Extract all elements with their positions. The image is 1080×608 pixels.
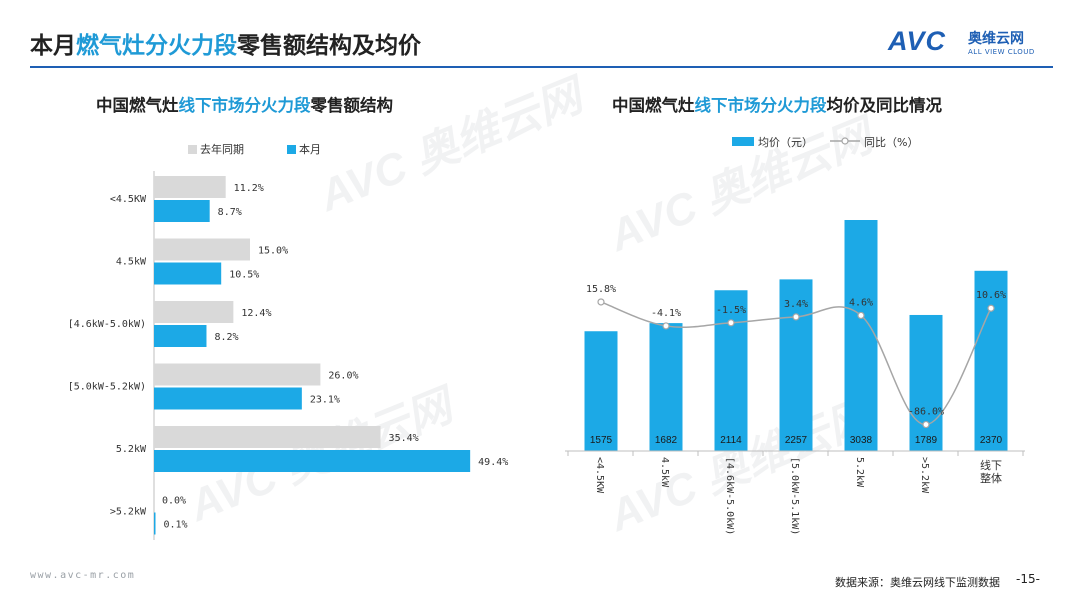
price-label: 3038 (850, 435, 873, 446)
price-label: 2257 (785, 435, 808, 446)
yoy-label: -1.5% (716, 305, 746, 316)
price-label: 1789 (915, 435, 938, 446)
data-label-last-year: 35.4% (389, 433, 419, 444)
legend-swatch-bar (732, 137, 754, 146)
price-bar (844, 220, 878, 451)
yoy-label: 10.6% (976, 290, 1006, 301)
logo-mark: AVC (888, 26, 947, 56)
yoy-marker (922, 420, 930, 429)
yoy-label: 15.8% (586, 284, 616, 295)
price-bar (779, 279, 813, 451)
chart1-title: 中国燃气灶线下市场分火力段零售额结构 (96, 96, 393, 115)
logo-en: ALL VIEW CLOUD (968, 48, 1035, 56)
price-label: 2114 (720, 435, 742, 446)
category-label: <4.5KW (594, 457, 605, 494)
bar-last-year (154, 176, 226, 198)
header-rule (30, 66, 1053, 68)
bar-last-year (154, 301, 234, 323)
bar-last-year (154, 363, 321, 386)
category-label: [5.0kW-5.2kW) (68, 382, 146, 393)
logo-cn: 奥维云网 (968, 31, 1024, 47)
category-label: 整体 (980, 471, 1002, 485)
footer-url: www.avc-mr.com (30, 570, 136, 581)
data-label-this-month: 10.5% (229, 270, 259, 281)
bar-this-month (154, 512, 156, 535)
yoy-label: 3.4% (784, 299, 808, 310)
data-label-this-month: 0.1% (164, 520, 188, 531)
page-title: 本月燃气灶分火力段零售额结构及均价 (30, 33, 421, 59)
data-label-last-year: 0.0% (162, 496, 186, 507)
yoy-label: 4.6% (849, 297, 873, 308)
price-label: 1682 (655, 435, 678, 446)
category-label: 4.5kW (116, 257, 147, 268)
price-label: 1575 (590, 435, 613, 446)
price-bar (714, 290, 748, 451)
category-label: <4.5KW (110, 194, 147, 205)
yoy-marker (857, 311, 865, 320)
category-label: [5.0kW-5.1kW) (789, 457, 800, 535)
data-label-last-year: 15.0% (258, 246, 288, 257)
category-label: [4.6kW-5.0kW) (724, 457, 735, 535)
legend-marker-line (841, 137, 849, 145)
legend-label-line: 同比（%） (864, 136, 918, 149)
yoy-marker (987, 304, 995, 312)
legend-swatch (188, 145, 197, 154)
category-label: 5.2kW (116, 444, 147, 455)
yoy-marker (792, 313, 800, 321)
page-number: -15- (1016, 572, 1040, 586)
price-bar (584, 331, 618, 451)
category-label: [4.6kW-5.0kW) (68, 319, 146, 330)
yoy-marker (662, 322, 670, 330)
bar-last-year (154, 426, 381, 448)
yoy-marker (597, 298, 605, 306)
footer-source: 数据来源：奥维云网线下监测数据 (835, 576, 1000, 589)
category-label: 4.5kW (659, 457, 670, 488)
bar-this-month (154, 262, 222, 285)
data-label-this-month: 8.2% (214, 332, 238, 343)
header: 本月燃气灶分火力段零售额结构及均价 AVC 奥维云网 ALL VIEW CLOU… (0, 0, 1080, 70)
data-label-this-month: 23.1% (310, 395, 340, 406)
legend-label: 本月 (299, 142, 321, 156)
bar-this-month (154, 387, 302, 410)
bar-last-year (154, 238, 250, 261)
yoy-label: -4.1% (651, 308, 681, 319)
chart2-title: 中国燃气灶线下市场分火力段均价及同比情况 (612, 96, 942, 115)
legend-swatch (287, 145, 296, 154)
bar-this-month (154, 450, 471, 472)
data-label-this-month: 49.4% (478, 457, 508, 468)
bar-this-month (154, 200, 210, 222)
legend-label-bar: 均价（元） (758, 136, 813, 149)
bar-this-month (154, 325, 207, 347)
yoy-marker (727, 319, 735, 327)
data-label-last-year: 26.0% (328, 371, 358, 382)
legend-label: 去年同期 (200, 142, 244, 156)
category-label: 线下 (980, 458, 1002, 472)
price-label: 2370 (980, 435, 1003, 446)
price-bar (974, 270, 1008, 451)
category-label: >5.2kW (110, 507, 147, 518)
price-bar (649, 323, 683, 451)
data-label-this-month: 8.7% (218, 207, 242, 218)
data-label-last-year: 12.4% (241, 308, 271, 319)
data-label-last-year: 11.2% (234, 183, 264, 194)
category-label: >5.2kW (919, 457, 930, 494)
category-label: 5.2kW (854, 457, 865, 488)
yoy-label: -86.0% (908, 407, 944, 418)
avc-logo: AVC 奥维云网 ALL VIEW CLOUD (888, 26, 1058, 60)
price-bar (909, 314, 943, 451)
